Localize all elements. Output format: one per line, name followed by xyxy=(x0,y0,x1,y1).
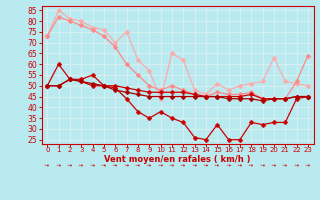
X-axis label: Vent moyen/en rafales ( km/h ): Vent moyen/en rafales ( km/h ) xyxy=(104,155,251,164)
